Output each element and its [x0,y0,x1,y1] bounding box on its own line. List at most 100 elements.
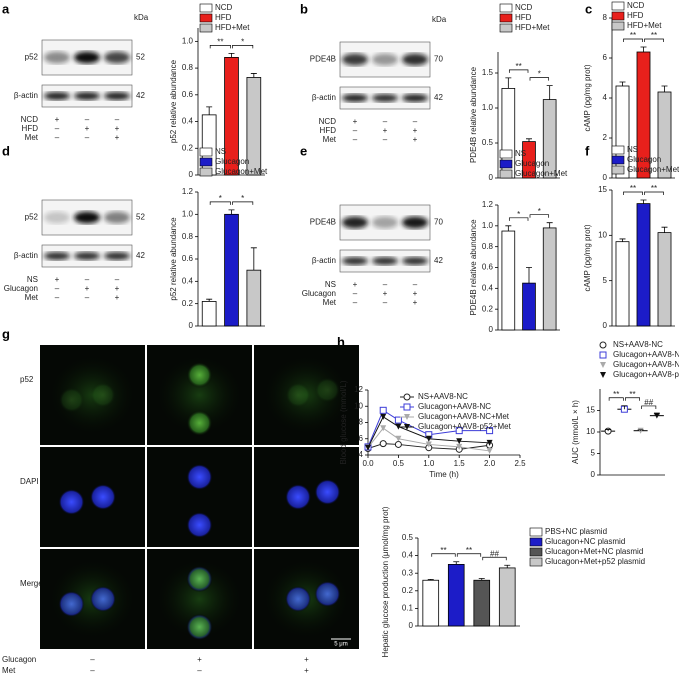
cytoplasm-signal [151,351,248,439]
legend-label: HFD+Met [515,23,550,32]
treatment-mark: – [383,117,388,126]
treatment-mark: – [85,115,90,124]
error-bar [526,138,532,142]
marker [404,414,410,420]
y-tick-label: 0.6 [482,263,494,272]
significance-bracket [232,45,254,49]
legend-label: NS [627,145,638,154]
significance-bracket [482,556,507,561]
legend-label: Glucagon+AAV8-NC+Met [418,412,510,421]
blot-band [402,216,428,229]
significance-label: ** [630,184,636,193]
error-bar [661,85,668,92]
legend-label: HFD [515,13,532,22]
legend-label: Glucagon+Met+p52 plasmid [545,557,645,566]
y-tick-label: 0 [189,321,194,330]
error-bar [621,405,628,410]
row-label: Merge [20,579,43,588]
blot-band [104,92,130,100]
marker [395,435,402,442]
treatment-mark: – [353,126,358,135]
x-tick-label: 1.0 [423,459,435,468]
marker [365,444,371,451]
x-tick-label: 2.5 [514,459,526,468]
panel-label: c [585,1,592,16]
error-bar [653,413,660,416]
condition-mark: – [90,666,95,675]
error-bar [546,222,553,228]
treatment-mark: – [383,298,388,307]
marker [455,427,463,435]
marker [395,423,402,430]
error-bar [637,429,644,431]
treatment-name: HFD [320,126,337,135]
significance-bracket [232,201,254,205]
legend-swatch [611,145,625,155]
treatment-mark: – [85,133,90,142]
bar [201,301,217,327]
legend-label: HFD [215,13,232,22]
significance-bracket [209,201,231,205]
marker [404,424,410,430]
y-tick-label: 0.2 [402,586,414,595]
p52-signal [314,581,341,607]
error-bar [427,578,434,581]
treatment-mark: – [55,284,60,293]
treatment-mark: – [353,289,358,298]
legend-swatch [499,13,513,23]
treatment-mark: – [55,293,60,302]
legend-label: Glucagon+NC plasmid [545,537,625,546]
error-bar [478,578,485,581]
legend-swatch [499,149,513,159]
series-line [367,427,490,452]
legend-swatch [611,155,625,165]
treatment-mark: – [383,135,388,144]
bar [636,203,651,327]
y-tick-label: 10 [598,230,607,239]
marker [600,372,606,378]
significance-label: ** [466,546,472,555]
treatment-name: Glucagon [302,289,336,298]
nucleus [58,489,85,515]
band-kda: 42 [434,256,443,265]
legend-swatch [529,537,543,547]
significance-label: * [538,207,541,216]
treatment-name: NCD [21,115,39,124]
y-axis-label: PDE4B relative abundance [469,66,478,163]
error-bar [505,77,512,89]
significance-bracket [456,553,482,557]
treatment-name: Glucagon [4,284,38,293]
y-tick-label: 2 [603,133,608,142]
treatment-mark: + [413,135,418,144]
legend-label: Glucagon+AAV8-NC+Met [613,360,679,369]
treatment-mark: + [413,298,418,307]
condition-mark: + [304,666,309,675]
p52-signal [186,410,213,436]
significance-label: * [219,194,222,203]
significance-label: ** [629,390,635,399]
error-bar [228,209,235,215]
blot-band [402,257,428,265]
legend-label: NS [515,149,526,158]
y-tick-label: 12 [354,385,363,394]
marker [394,416,402,424]
significance-bracket [209,45,231,49]
treatment-mark: – [115,115,120,124]
condition-name: Met [2,666,16,675]
nucleus [285,484,312,510]
treatment-mark: + [115,293,120,302]
y-tick-label: 0.6 [182,254,194,263]
condition-mark: – [197,666,202,675]
significance-label: ## [644,398,653,407]
y-axis-label: AUC (mmol/L × h) [571,400,580,464]
nucleus [90,484,116,510]
series-line [367,416,490,448]
y-tick-label: 1.0 [182,209,194,218]
p52-signal [186,614,213,640]
significance-label: * [241,194,244,203]
legend-swatch [199,157,213,167]
panel-label: h [337,334,345,349]
p52-signal [314,377,341,403]
significance-bracket [623,191,643,195]
blot-band [104,252,130,260]
